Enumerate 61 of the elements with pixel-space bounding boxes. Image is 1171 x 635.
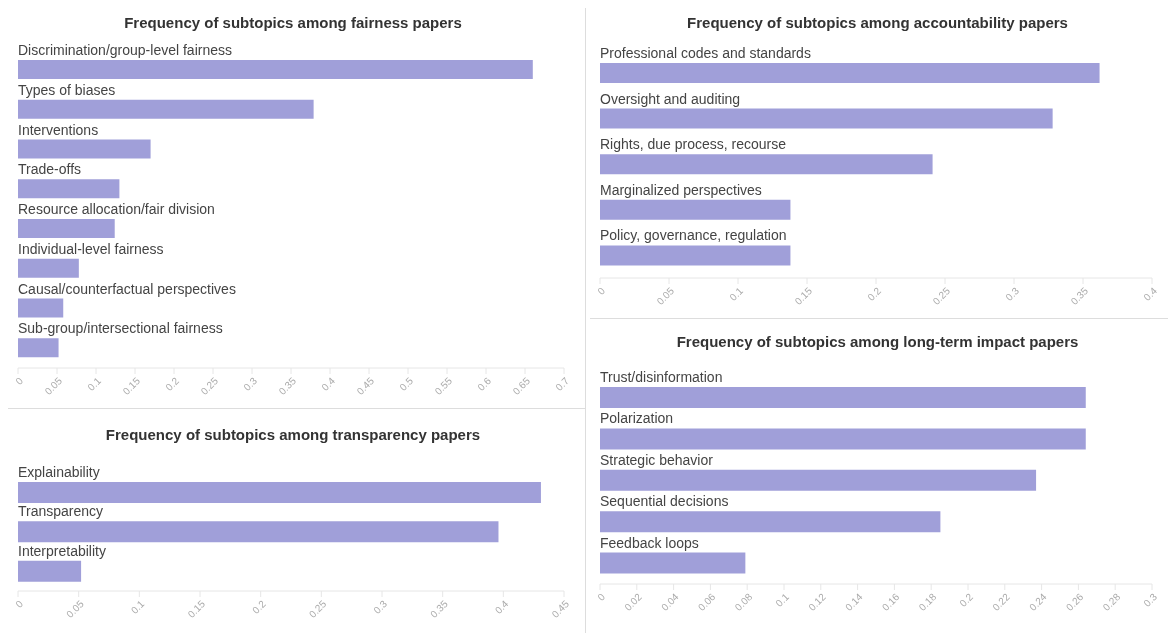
- chart-title: Frequency of subtopics among fairness papers: [123, 12, 463, 33]
- y-tick-label: Strategic behavior: [599, 451, 713, 468]
- x-tick-label: 0.1: [85, 374, 104, 393]
- x-tick-label: 0.2: [250, 597, 269, 616]
- bar: [18, 219, 115, 238]
- y-tick-label: Professional codes and standards: [599, 45, 811, 61]
- y-tick-label: Causal/counterfactual perspectives: [18, 280, 236, 297]
- y-tick-label: Discrimination/group-level fairness: [18, 42, 232, 58]
- y-tick-label: Marginalized perspectives: [599, 181, 762, 198]
- bar: [18, 482, 541, 503]
- x-tick-label: 0.3: [371, 597, 390, 616]
- x-tick-label: 0.6: [475, 374, 494, 393]
- x-tick-label: 0: [13, 374, 26, 387]
- x-tick-label: 0.3: [1140, 590, 1159, 609]
- x-tick-label: 0.1: [128, 597, 147, 616]
- y-tick-label: Interventions: [18, 121, 99, 138]
- x-tick-label: 0.4: [492, 597, 511, 616]
- x-tick-label: 0.4: [319, 374, 338, 393]
- x-tick-label: 0.4: [1140, 284, 1159, 303]
- y-tick-label: Explainability: [18, 464, 100, 480]
- bar: [18, 60, 533, 79]
- x-tick-label: 0.3: [1002, 284, 1021, 303]
- y-tick-label: Trade-offs: [18, 161, 82, 178]
- chart-title: Frequency of subtopics among long-term impact papers: [675, 331, 1080, 352]
- x-tick-label: 0: [594, 284, 607, 297]
- y-tick-label: Policy, governance, regulation: [599, 227, 787, 244]
- y-tick-label: Resource allocation/fair division: [18, 201, 215, 217]
- y-tick-label: Interpretability: [18, 542, 106, 559]
- y-tick-label: Rights, due process, recourse: [599, 136, 786, 153]
- chart-title: Frequency of subtopics among accountability papers: [686, 12, 1069, 33]
- bar: [18, 258, 79, 278]
- x-tick-label: 0.7: [553, 374, 572, 393]
- y-tick-label: Polarization: [599, 410, 673, 427]
- y-tick-label: Trust/disinformation: [599, 369, 722, 385]
- y-tick-label: Oversight and auditing: [599, 90, 740, 107]
- y-tick-label: Sub-group/intersectional fairness: [18, 320, 223, 337]
- bar: [18, 338, 59, 358]
- chart-title: Frequency of subtopics among transparency papers: [104, 424, 482, 445]
- x-tick-label: 0.3: [241, 374, 260, 393]
- x-tick-label: 0.2: [864, 284, 883, 303]
- x-tick-label: 0.5: [397, 374, 416, 393]
- x-tick-label: 0.02: [621, 590, 644, 613]
- bar: [18, 560, 82, 582]
- x-tick-label: 0.1: [772, 590, 791, 609]
- x-tick-label: 0.12: [805, 590, 828, 613]
- y-tick-label: Individual-level fairness: [18, 240, 164, 257]
- bar: [18, 139, 151, 159]
- bar: [18, 298, 64, 318]
- bar: [18, 179, 120, 199]
- y-tick-label: Transparency: [18, 503, 104, 520]
- bar: [18, 521, 499, 543]
- x-tick-label: 0: [594, 590, 607, 603]
- x-tick-label: 0.1: [726, 284, 745, 303]
- x-tick-label: 0.2: [163, 374, 182, 393]
- x-tick-label: 0.2: [956, 590, 975, 609]
- y-tick-label: Sequential decisions: [599, 493, 728, 510]
- x-tick-label: 0: [13, 597, 26, 610]
- bar: [18, 99, 314, 119]
- y-tick-label: Feedback loops: [599, 534, 699, 551]
- x-tick-label: 0.22: [989, 590, 1012, 613]
- y-tick-label: Types of biases: [18, 81, 116, 98]
